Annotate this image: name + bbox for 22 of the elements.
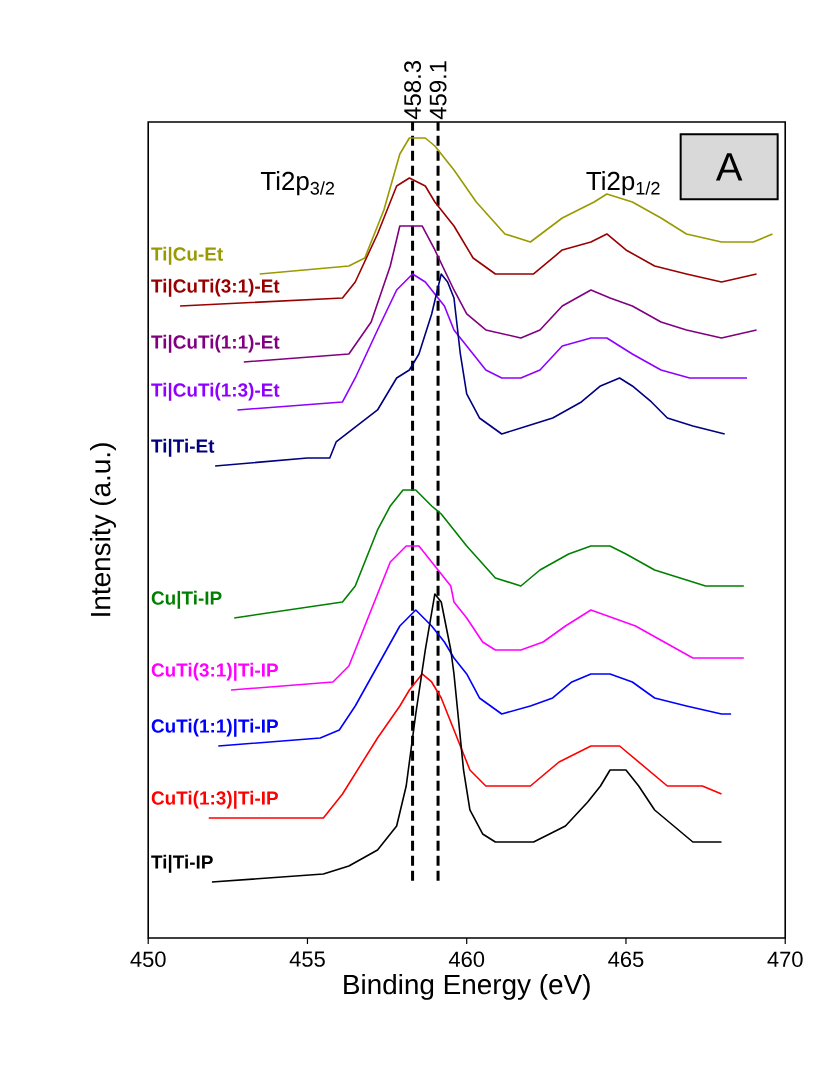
series-label: CuTi(3:1)|Ti-IP [151,662,278,681]
series-label: Ti|Ti-IP [151,854,213,873]
annotation: Ti2p$_{1/2}$ [586,171,660,196]
series-label: Ti|Ti-Et [151,438,215,457]
series-label: CuTi(1:3)|Ti-IP [151,790,278,809]
y-axis-title: Intensity (a.u.) [89,443,116,616]
series-label: Ti|Cu-Et [151,246,223,265]
x-tick-label: 465 [608,951,644,968]
ref-line-label: 459.1 [429,61,447,120]
series-label: Cu|Ti-IP [151,590,222,609]
series-label: Ti|CuTi(3:1)-Et [151,278,280,297]
x-tick-label: 455 [289,951,325,967]
x-axis-title: Binding Energy (eV) [344,973,590,1000]
x-tick-label: 460 [448,951,485,968]
ref-line-label: 458.3 [404,61,421,120]
x-tick-label: 450 [130,951,166,968]
annotation: Ti2p$_{3/2}$ [260,171,334,196]
series-label: Ti|CuTi(1:3)-Et [151,382,280,401]
annotation: A [715,153,743,181]
x-tick-label: 470 [767,951,803,968]
series-label: CuTi(1:1)|Ti-IP [151,718,278,737]
series-label: Ti|CuTi(1:1)-Et [151,334,280,353]
